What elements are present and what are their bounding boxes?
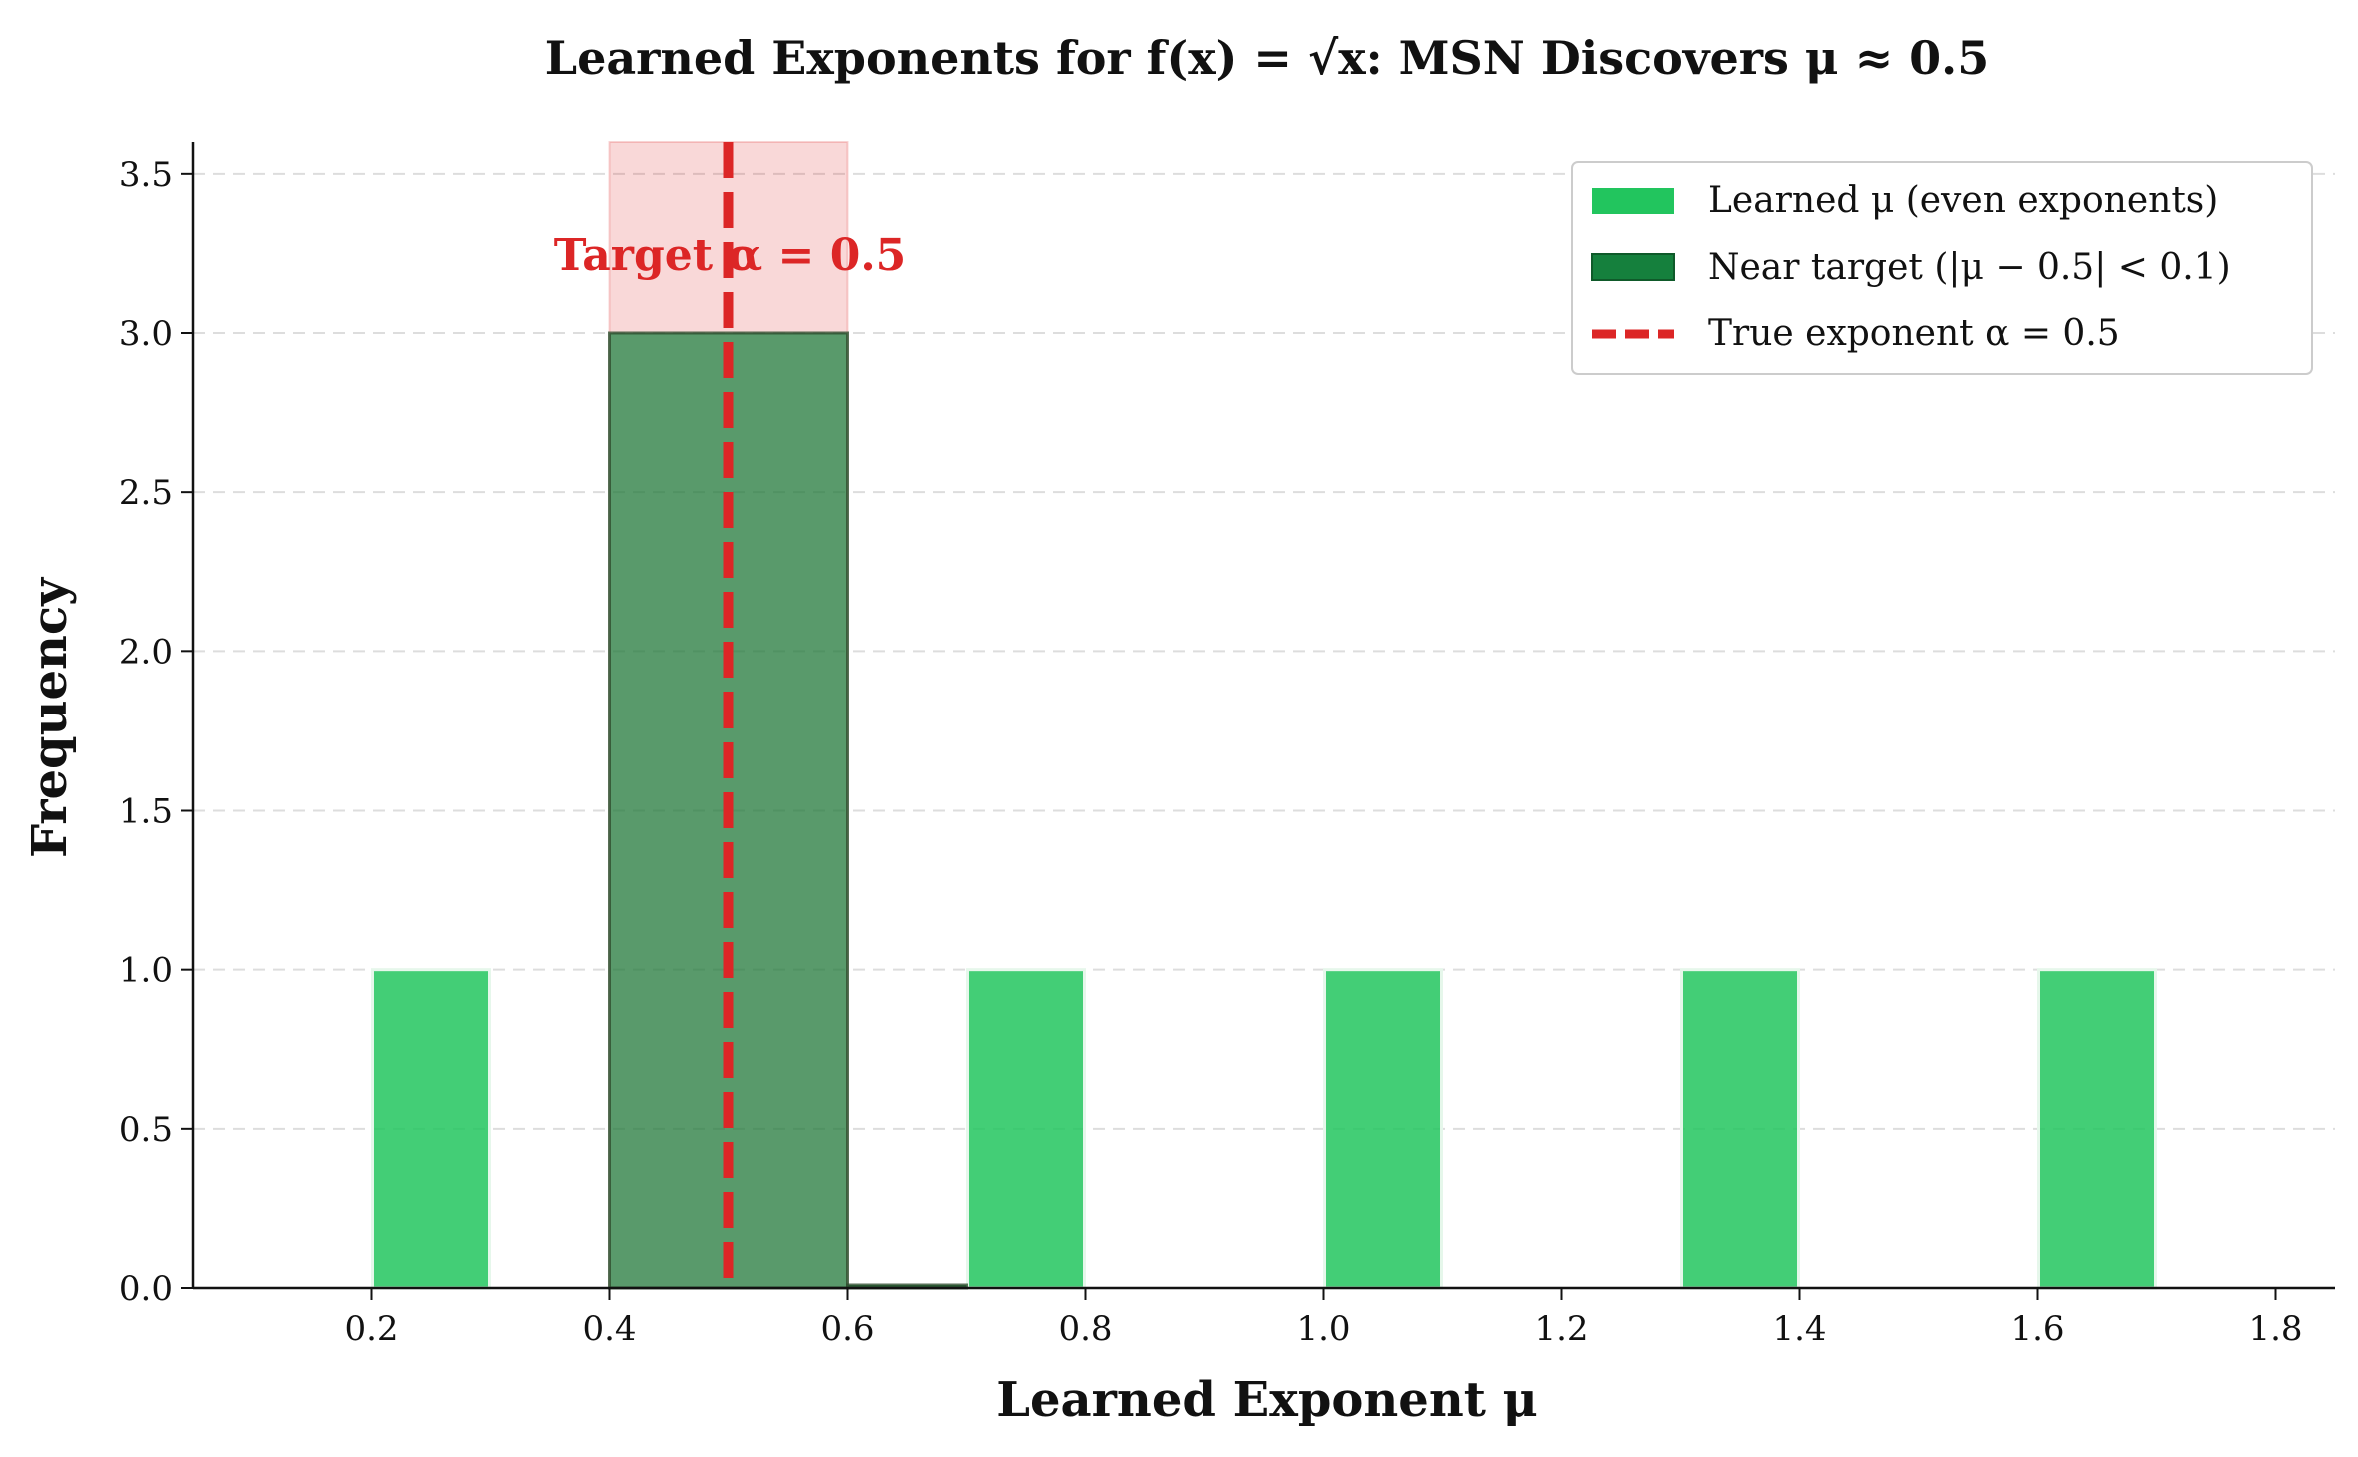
- legend-entry-near-target: Near target (|μ − 0.5| < 0.1): [1708, 247, 2231, 288]
- x-tick-label: 0.6: [820, 1309, 874, 1349]
- y-tick-label: 1.0: [119, 951, 173, 991]
- legend-entry-learned: Learned μ (even exponents): [1708, 180, 2218, 221]
- y-tick-label: 0.0: [119, 1269, 173, 1309]
- x-tick-label: 1.2: [1534, 1309, 1588, 1349]
- y-tick-label: 0.5: [119, 1110, 173, 1150]
- y-tick-label: 3.5: [119, 155, 173, 195]
- bar-learned: [1323, 968, 1443, 1290]
- legend-swatch-near-target: [1591, 253, 1675, 281]
- chart-title: Learned Exponents for f(x) = √x: MSN Dis…: [545, 31, 1989, 85]
- x-tick-label: 1.6: [2010, 1309, 2064, 1349]
- x-tick-label: 0.4: [582, 1309, 636, 1349]
- bar-learned: [1680, 968, 1800, 1290]
- x-tick-label: 0.2: [344, 1309, 398, 1349]
- x-tick-label: 1.4: [1772, 1309, 1826, 1349]
- y-tick-label: 2.0: [119, 632, 173, 672]
- bar-learned: [966, 968, 1086, 1290]
- x-tick-label: 0.8: [1058, 1309, 1112, 1349]
- legend-entry-true-exponent: True exponent α = 0.5: [1708, 313, 2120, 354]
- x-tick-label: 1.8: [2248, 1309, 2302, 1349]
- y-axis-label: Frequency: [22, 576, 78, 858]
- legend: Learned μ (even exponents) Near target (…: [1571, 161, 2313, 375]
- legend-box: [1571, 161, 2313, 375]
- y-tick-label: 2.5: [119, 473, 173, 513]
- y-tick-label: 3.0: [119, 314, 173, 354]
- bar-learned: [371, 968, 491, 1290]
- x-axis-label: Learned Exponent μ: [996, 1372, 1538, 1428]
- x-ticks: 0.2 0.4 0.6 0.8 1.0 1.2 1.4 1.6 1.8: [344, 1288, 2303, 1349]
- legend-swatch-learned: [1592, 188, 1674, 214]
- y-tick-label: 1.5: [119, 792, 173, 832]
- x-tick-label: 1.0: [1296, 1309, 1350, 1349]
- target-annotation: Target α = 0.5: [554, 230, 907, 281]
- bar-learned: [2037, 968, 2157, 1290]
- y-ticks: 0.0 0.5 1.0 1.5 2.0 2.5 3.0 3.5: [119, 155, 193, 1309]
